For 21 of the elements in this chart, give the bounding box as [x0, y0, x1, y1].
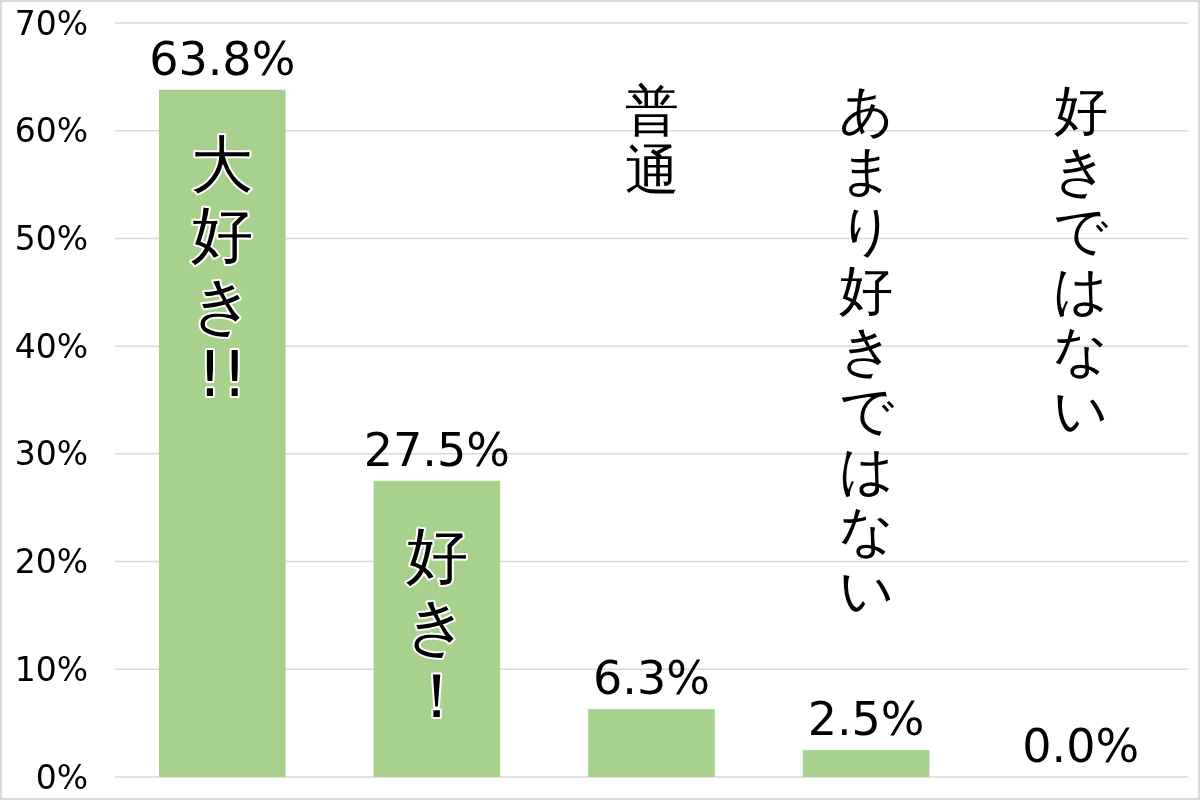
x-tick-label: 普通: [624, 79, 679, 203]
x-tick-label: 好き！: [405, 519, 469, 733]
data-label: 63.8%: [149, 31, 296, 86]
y-tick-label: 20%: [14, 542, 88, 582]
data-label: 2.5%: [807, 692, 925, 747]
category-label: あまり好きではない: [838, 79, 894, 623]
data-label: 6.3%: [593, 651, 710, 706]
y-tick-label: 50%: [14, 218, 88, 258]
x-tick-label: 大好き!!: [190, 128, 254, 412]
y-tick-label: 0%: [35, 757, 88, 797]
data-label: 27.5%: [363, 422, 510, 477]
y-tick-label: 60%: [14, 111, 88, 151]
bar: [802, 750, 930, 777]
data-label: 0.0%: [1022, 719, 1140, 773]
y-tick-label: 30%: [14, 434, 88, 474]
y-tick-label: 10%: [14, 649, 88, 689]
x-tick-label: 好きではない: [1053, 79, 1110, 443]
bar: [158, 89, 286, 777]
bar: [588, 709, 715, 777]
y-tick-label: 40%: [14, 326, 88, 366]
y-tick-label: 70%: [14, 3, 88, 43]
